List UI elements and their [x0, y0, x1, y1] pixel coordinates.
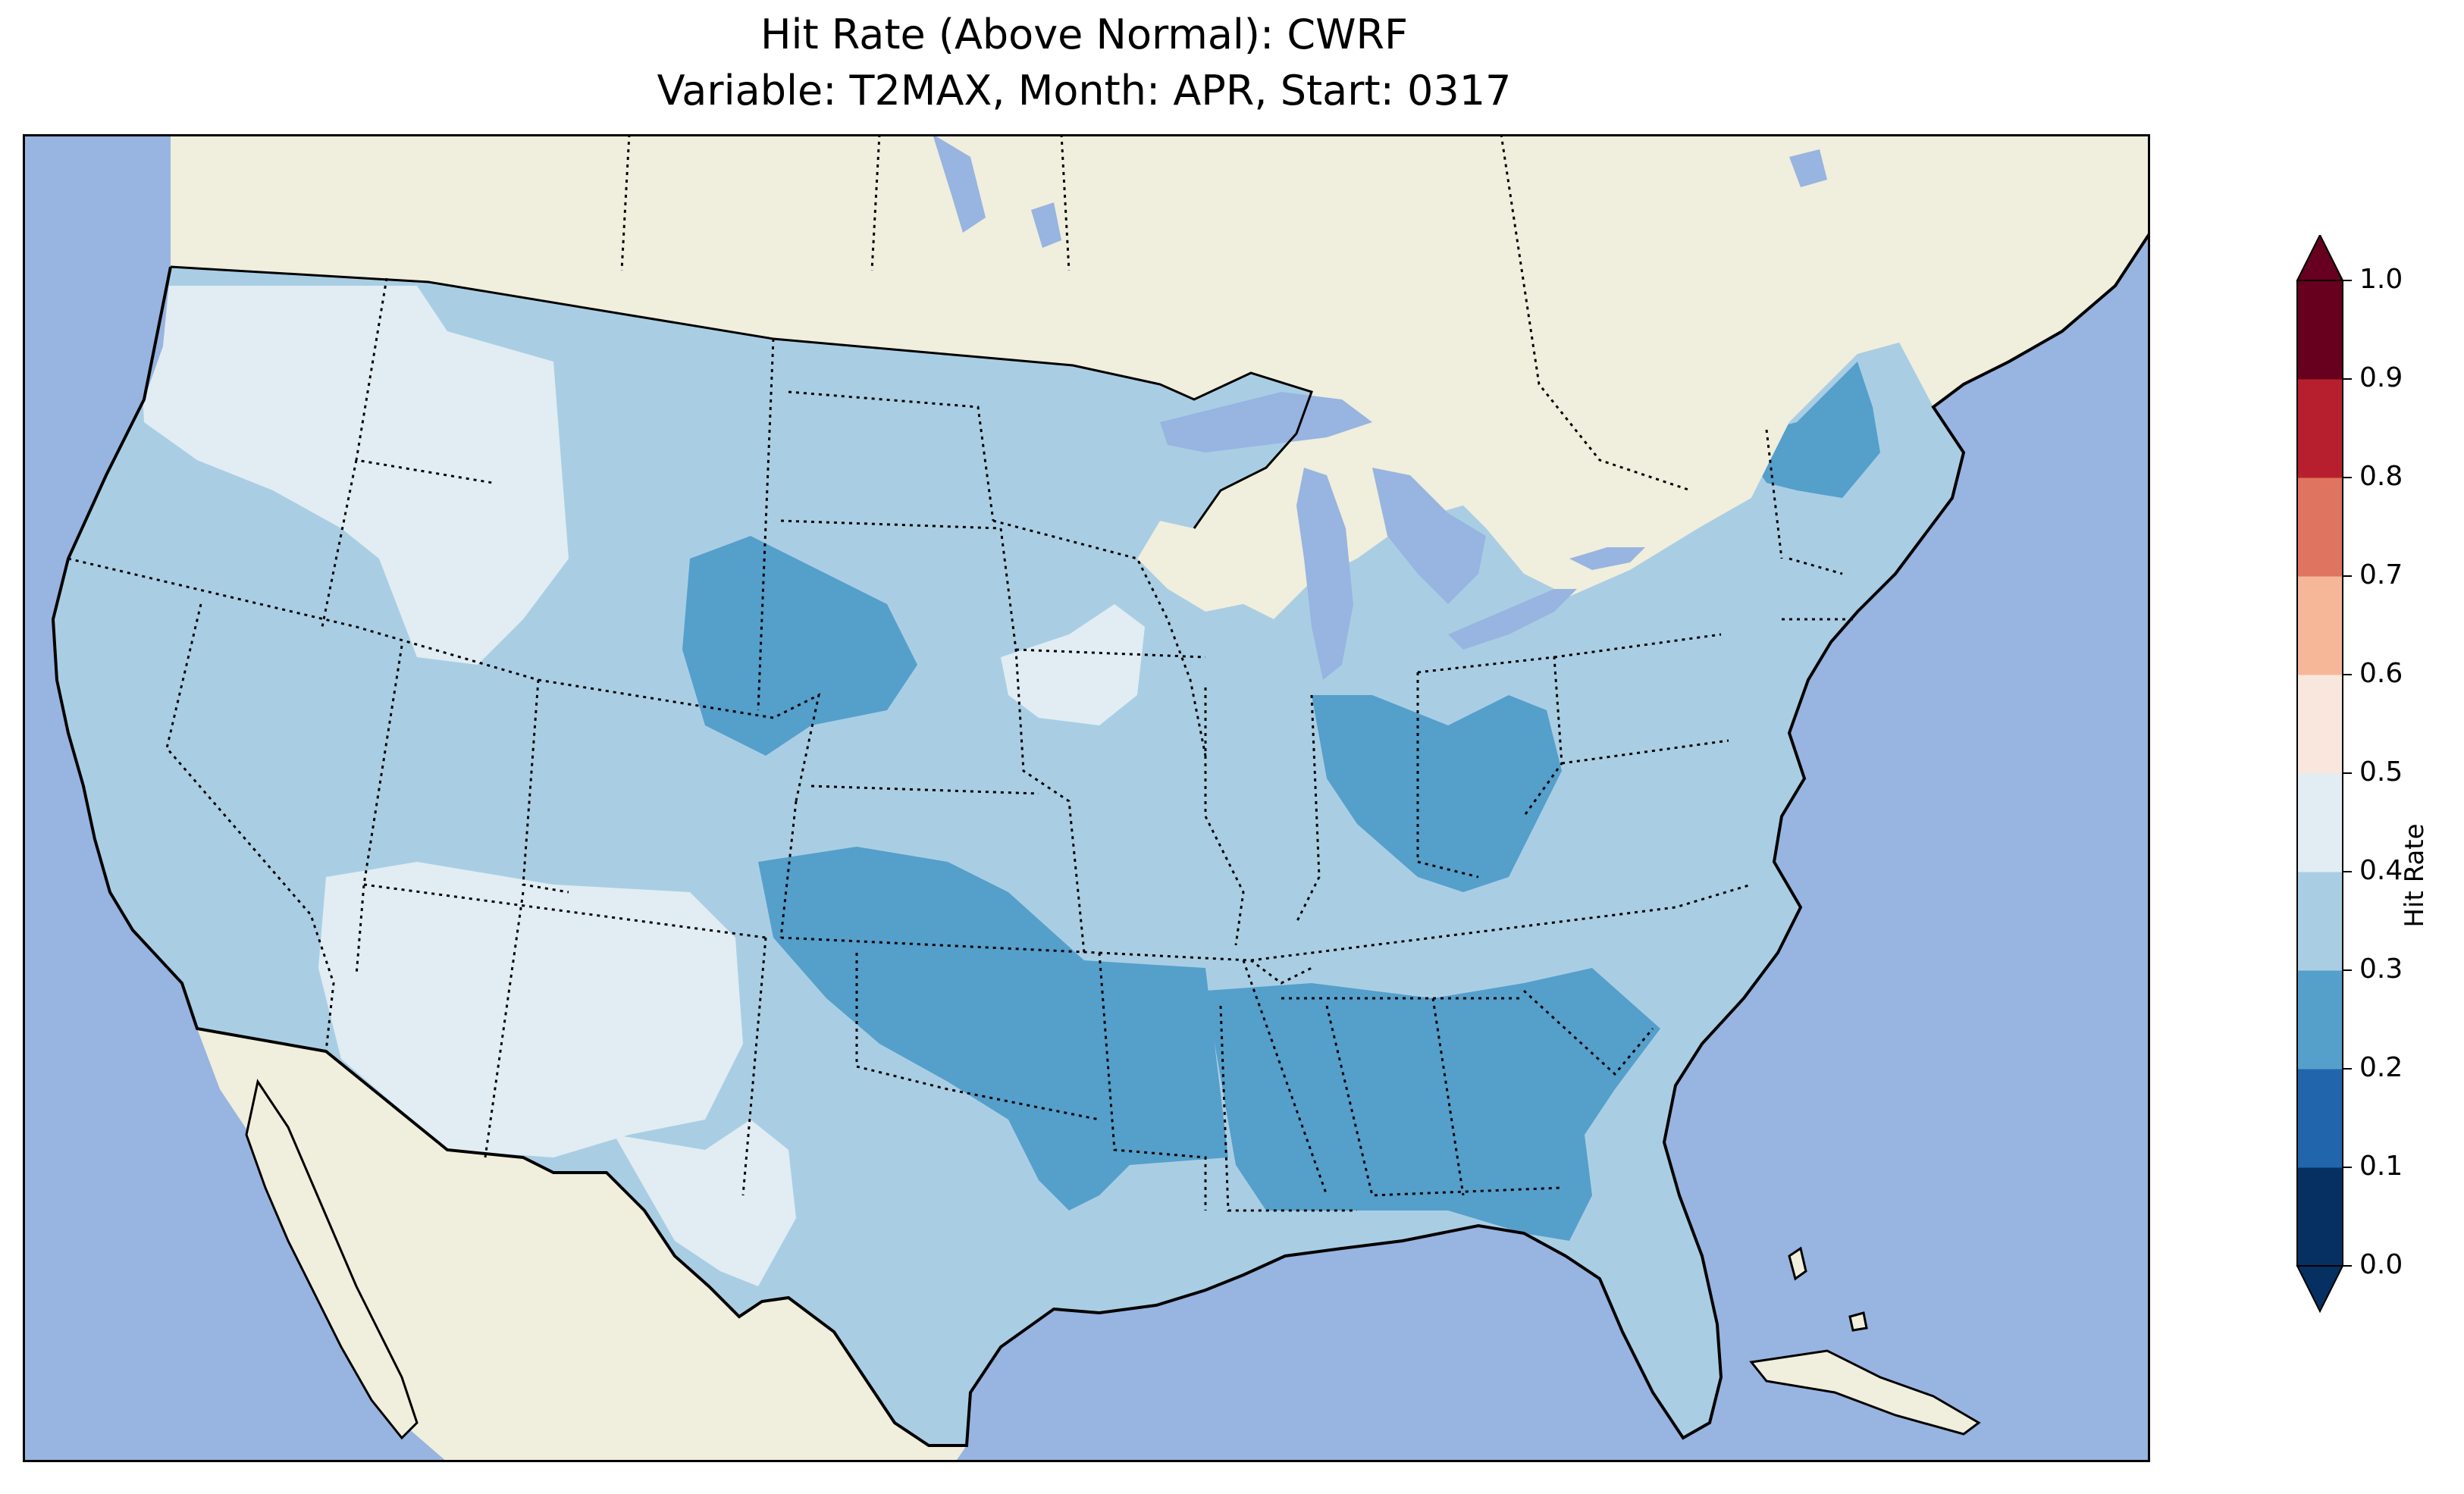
- colorbar-tick-label: 1.0: [2359, 264, 2403, 295]
- colorbar-bin-8: [2297, 379, 2343, 478]
- colorbar-extend-max: [2296, 235, 2344, 281]
- map-frame: [23, 134, 2150, 1462]
- region-west-texas: [614, 1120, 796, 1286]
- baja-land: [245, 1079, 419, 1440]
- colorbar-bin-4: [2297, 773, 2343, 872]
- colorbar-bin-7: [2297, 478, 2343, 577]
- map-panel: [23, 134, 2150, 1462]
- colorbar-tick-label: 0.3: [2359, 954, 2403, 985]
- bahamas-land: [1788, 1246, 1868, 1332]
- colorbar: [2296, 235, 2352, 1314]
- colorbar-bin-0: [2297, 1167, 2343, 1267]
- lake-erie: [1448, 589, 1577, 650]
- colorbar-bin-6: [2297, 576, 2343, 675]
- cuba-land: [1749, 1349, 1981, 1436]
- colorbar-bin-5: [2297, 675, 2343, 774]
- colorbar-bin-1: [2297, 1069, 2343, 1168]
- colorbar-tick-label: 0.2: [2359, 1052, 2403, 1083]
- colorbar-bin-9: [2297, 280, 2343, 380]
- map-title-line-1: Hit Rate (Above Normal): CWRF: [760, 11, 1409, 58]
- colorbar-tick-label: 0.0: [2359, 1249, 2403, 1280]
- colorbar-tick-label: 0.1: [2359, 1151, 2403, 1182]
- coastline: [51, 231, 2150, 1447]
- region-four-corners: [318, 862, 743, 1157]
- lake-michigan: [1296, 468, 1353, 680]
- colorbar-tick-label: 0.8: [2359, 461, 2403, 492]
- colorbar-tick-label: 0.5: [2359, 756, 2403, 788]
- region-ohio-valley: [1312, 695, 1562, 892]
- region-southeast: [1205, 968, 1660, 1241]
- colorbar-extend-min: [2296, 1265, 2344, 1314]
- state-borders: [67, 277, 1857, 1212]
- canadian-province-borders: [620, 134, 1691, 492]
- map-canvas: [23, 134, 2150, 1462]
- canada-land: [23, 134, 2150, 619]
- colorbar-label: Hit Rate: [2400, 823, 2430, 928]
- map-title-line-2: Variable: T2MAX, Month: APR, Start: 0317: [657, 67, 1512, 114]
- region-southern-great-plains: [758, 847, 1228, 1211]
- region-wyoming-core: [682, 536, 917, 756]
- lake-superior: [1160, 392, 1372, 453]
- colorbar-tick-label: 0.7: [2359, 559, 2403, 590]
- colorbar-bin-3: [2297, 872, 2343, 971]
- region-northern-maine: [1736, 362, 1880, 498]
- colorbar-bin-2: [2297, 970, 2343, 1070]
- lake-ontario: [1569, 547, 1645, 570]
- region-eastern-iowa: [1001, 604, 1145, 725]
- us-canada-border: [170, 265, 1313, 529]
- colorbar-tick-label: 0.4: [2359, 855, 2403, 886]
- lake-huron: [1372, 468, 1486, 604]
- colorbar-tick-label: 0.9: [2359, 362, 2403, 393]
- colorbar-tick-label: 0.6: [2359, 658, 2403, 689]
